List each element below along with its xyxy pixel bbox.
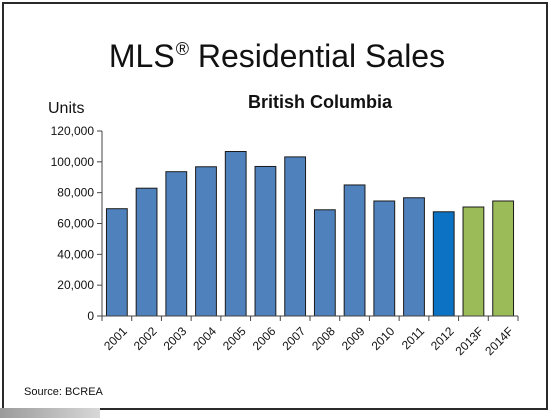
- bar-2005: [224, 151, 247, 317]
- source-note: Source: BCREA: [24, 386, 103, 398]
- corner-shadow: [0, 408, 100, 418]
- y-axis-label: Units: [48, 100, 85, 117]
- bar-2002: [135, 187, 158, 317]
- bar-2012: [432, 211, 455, 317]
- y-tick-label: 80,000: [57, 186, 94, 200]
- bar-2008: [313, 209, 336, 317]
- y-tick-label: 60,000: [57, 217, 94, 231]
- bar-2004: [195, 166, 217, 317]
- y-tick-label: 20,000: [57, 278, 94, 292]
- title-rest: Residential Sales: [188, 38, 446, 74]
- y-tick-label: 100,000: [51, 155, 95, 169]
- x-tick-label: 2003: [161, 324, 190, 353]
- bar-2014F: [492, 200, 515, 317]
- x-tick-label: 2009: [339, 324, 368, 353]
- x-tick-label: 2014F: [482, 324, 516, 358]
- bar-2013F: [462, 206, 485, 317]
- x-tick-label: 2010: [369, 324, 398, 353]
- x-tick-label: 2007: [279, 324, 308, 353]
- x-tick-label: 2001: [101, 324, 130, 353]
- y-tick-label: 0: [87, 309, 94, 323]
- slide-title: MLS® Residential Sales: [0, 38, 554, 75]
- bar-2003: [165, 171, 188, 317]
- chart-title: British Columbia: [247, 92, 392, 112]
- y-tick-label: 40,000: [57, 247, 94, 261]
- y-tick-label: 120,000: [51, 124, 95, 138]
- registered-mark: ®: [175, 39, 189, 59]
- title-text: MLS: [108, 38, 175, 74]
- bar-2010: [373, 200, 396, 317]
- x-tick-label: 2006: [250, 324, 279, 353]
- x-tick-label: 2013F: [453, 324, 487, 358]
- x-tick-label: 2011: [399, 324, 427, 352]
- bar-2007: [284, 156, 307, 317]
- x-tick-label: 2004: [190, 324, 219, 353]
- x-tick-label: 2005: [220, 324, 249, 353]
- bar-2009: [343, 184, 366, 317]
- x-tick-label: 2008: [309, 324, 338, 353]
- bar-2006: [254, 165, 277, 317]
- bar-2001: [105, 208, 128, 317]
- x-tick-label: 2002: [131, 324, 160, 353]
- bar-2011: [403, 197, 425, 317]
